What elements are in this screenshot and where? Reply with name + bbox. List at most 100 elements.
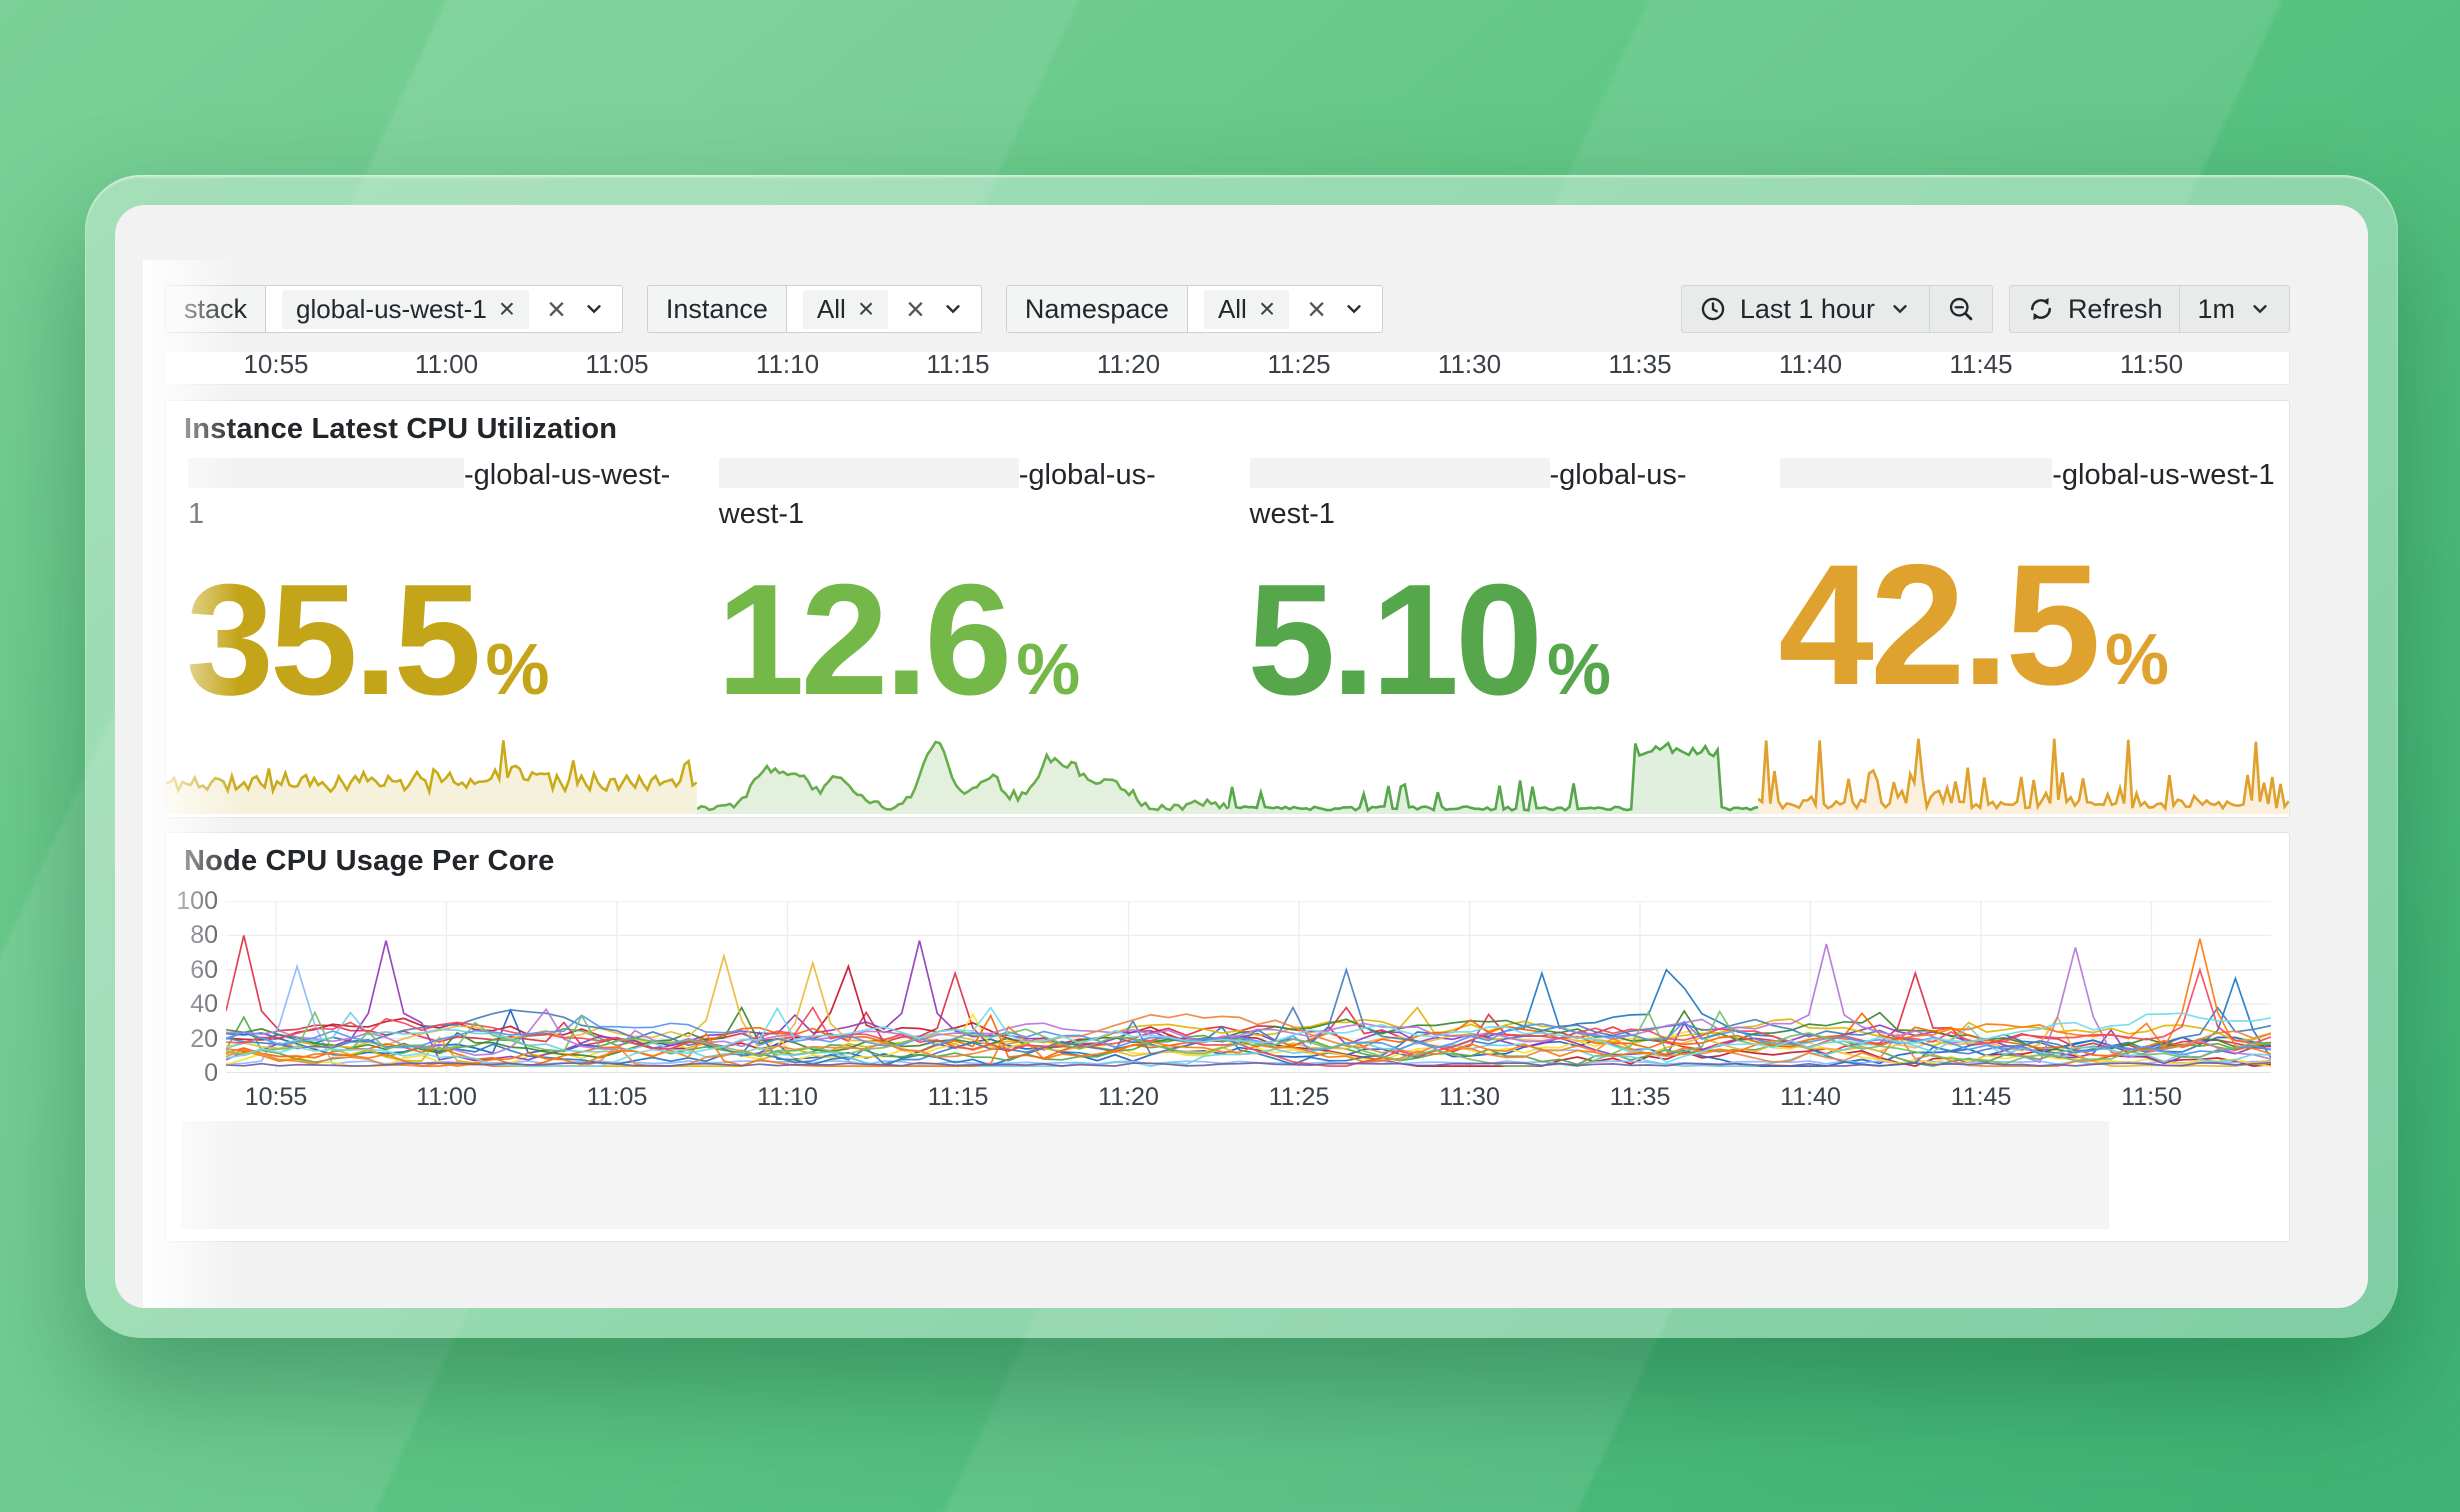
redacted-legend-block — [181, 1121, 2109, 1229]
stat-number: 12.6 — [716, 552, 1013, 728]
stat-unit: % — [485, 630, 550, 710]
time-range-group: Last 1 hour — [1680, 285, 1993, 333]
filter-value-namespace[interactable]: All × × — [1188, 286, 1382, 332]
refresh-group: Refresh 1m — [2008, 285, 2290, 333]
refresh-interval-button[interactable]: 1m — [2180, 286, 2289, 332]
stat-label: -global-us-west-1 — [718, 456, 1218, 534]
x-tick-label: 11:45 — [1949, 352, 2013, 379]
cpu-core-series-line — [226, 938, 2271, 1067]
x-tick-label: 11:05 — [586, 1083, 648, 1111]
zoom-out-icon — [1949, 297, 1973, 321]
cpu-core-series-line — [226, 1061, 2271, 1067]
chip-remove-icon[interactable]: × — [1258, 293, 1276, 324]
clear-filter-icon[interactable]: × — [1307, 291, 1326, 327]
panel-instance-cpu: Instance Latest CPU Utilization -global-… — [165, 400, 2290, 818]
redacted-hostname — [1249, 458, 1550, 488]
stat-unit: % — [1547, 630, 1612, 710]
filter-chip-stack[interactable]: global-us-west-1 × — [282, 289, 530, 329]
panel-node-cpu: Node CPU Usage Per Core 100 80 60 40 20 0 10:… — [165, 832, 2290, 1242]
stat-label-line2: west-1 — [1249, 498, 1335, 530]
stat-label-suffix: -global-us- — [1549, 459, 1687, 491]
y-tick-label: 20 — [190, 1024, 218, 1053]
chevron-down-icon[interactable] — [941, 297, 965, 321]
stat-cell[interactable]: -global-us-west-1 5.10% — [1227, 447, 1759, 817]
redacted-hostname — [188, 458, 464, 488]
x-tick-label: 11:05 — [585, 352, 649, 379]
x-tick-label: 11:50 — [2121, 1083, 2182, 1111]
x-tick-label: 11:50 — [2119, 352, 2184, 379]
chip-remove-icon[interactable]: × — [857, 293, 875, 324]
stat-value: 42.5% — [1778, 539, 2169, 711]
clear-filter-icon[interactable]: × — [547, 291, 566, 327]
cpu-core-series-line — [226, 966, 2271, 1065]
stat-label-line2: 1 — [188, 498, 205, 530]
x-tick-label: 11:45 — [1950, 1083, 2012, 1111]
cpu-core-series-line — [226, 1014, 2271, 1058]
x-tick-label: 11:15 — [926, 352, 990, 379]
refresh-interval-label: 1m — [2197, 293, 2235, 324]
filter-value-stack[interactable]: global-us-west-1 × × — [266, 286, 622, 332]
stat-cell[interactable]: -global-us-west-1 12.6% — [696, 447, 1228, 817]
panel-title: Node CPU Usage Per Core — [184, 845, 555, 877]
stat-number: 35.5 — [186, 552, 482, 728]
filter-label-stack: stack — [166, 286, 267, 332]
x-tick-label: 11:40 — [1780, 1083, 1841, 1111]
clock-icon — [1701, 297, 1725, 321]
stat-sparkline — [1758, 738, 2289, 814]
stat-cell[interactable]: -global-us-west- 1 35.5% — [166, 447, 697, 817]
time-range-button[interactable]: Last 1 hour — [1682, 286, 1930, 332]
refresh-label: Refresh — [2067, 293, 2163, 324]
chevron-down-icon — [2253, 305, 2267, 314]
stat-label: -global-us-west-1 — [1780, 456, 2279, 495]
app-window-frame: stack global-us-west-1 × × Instance — [85, 175, 2398, 1338]
x-tick-label: 11:20 — [1098, 1083, 1159, 1111]
dashboard-content: stack global-us-west-1 × × Instance — [165, 205, 2290, 1308]
cpu-core-series-line — [226, 1006, 2271, 1067]
filter-group-stack: stack global-us-west-1 × × — [165, 285, 623, 333]
node-cpu-chart[interactable] — [226, 901, 2271, 1073]
stat-value: 5.10% — [1248, 561, 1612, 719]
stat-unit: % — [2105, 620, 2170, 700]
cpu-core-series-line — [226, 1009, 2271, 1067]
stat-label-suffix: -global-us-west-1 — [2052, 459, 2275, 491]
chevron-down-icon[interactable] — [582, 297, 606, 321]
x-tick-label: 11:40 — [1778, 352, 1843, 379]
dashboard-screen: stack global-us-west-1 × × Instance — [115, 205, 2368, 1308]
stat-cell[interactable]: -global-us-west-1 42.5% — [1758, 447, 2289, 817]
zoom-out-button[interactable] — [1930, 286, 1992, 332]
x-tick-label: 11:00 — [416, 1083, 477, 1111]
cpu-core-series-line — [226, 1011, 2271, 1067]
stat-unit: % — [1016, 630, 1081, 710]
y-tick-label: 0 — [204, 1059, 218, 1087]
x-tick-label: 11:00 — [414, 352, 479, 379]
x-tick-label: 11:15 — [927, 1083, 989, 1111]
stat-label-suffix: -global-us- — [1018, 459, 1156, 491]
chevron-down-icon[interactable] — [1342, 297, 1366, 321]
x-tick-label: 10:55 — [244, 1083, 308, 1111]
stat-value: 12.6% — [717, 561, 1081, 719]
filter-chip-instance[interactable]: All × — [802, 289, 889, 329]
x-tick-label: 11:10 — [757, 1083, 818, 1111]
filter-chip-namespace[interactable]: All × — [1203, 289, 1290, 329]
refresh-button[interactable]: Refresh — [2010, 286, 2181, 332]
filter-chip-stack-text: global-us-west-1 — [296, 293, 487, 324]
y-tick-label: 100 — [176, 887, 218, 915]
cpu-core-series-line — [226, 968, 2271, 1067]
clear-filter-icon[interactable]: × — [906, 291, 925, 327]
stat-label: -global-us-west-1 — [1249, 456, 1749, 534]
cpu-core-series-line — [226, 935, 2271, 1055]
filter-value-instance[interactable]: All × × — [787, 286, 981, 332]
filter-bar: stack global-us-west-1 × × Instance — [165, 285, 2290, 333]
y-tick-label: 80 — [190, 921, 218, 950]
filter-label-namespace: Namespace — [1006, 286, 1188, 332]
x-tick-label: 11:35 — [1608, 352, 1672, 379]
x-tick-label: 11:25 — [1268, 1083, 1330, 1111]
chevron-down-icon — [1893, 305, 1907, 314]
stat-number: 5.10 — [1247, 552, 1544, 728]
stat-sparkline — [166, 740, 697, 814]
stat-sparkline — [1227, 740, 1759, 814]
scrolled-chart-axis-strip: 10:55 11:00 11:05 11:10 11:15 11:20 11:25 11:30… — [165, 352, 2290, 385]
x-tick-label: 11:10 — [755, 352, 820, 379]
chip-remove-icon[interactable]: × — [498, 293, 516, 324]
x-tick-label: 11:35 — [1609, 1083, 1671, 1111]
